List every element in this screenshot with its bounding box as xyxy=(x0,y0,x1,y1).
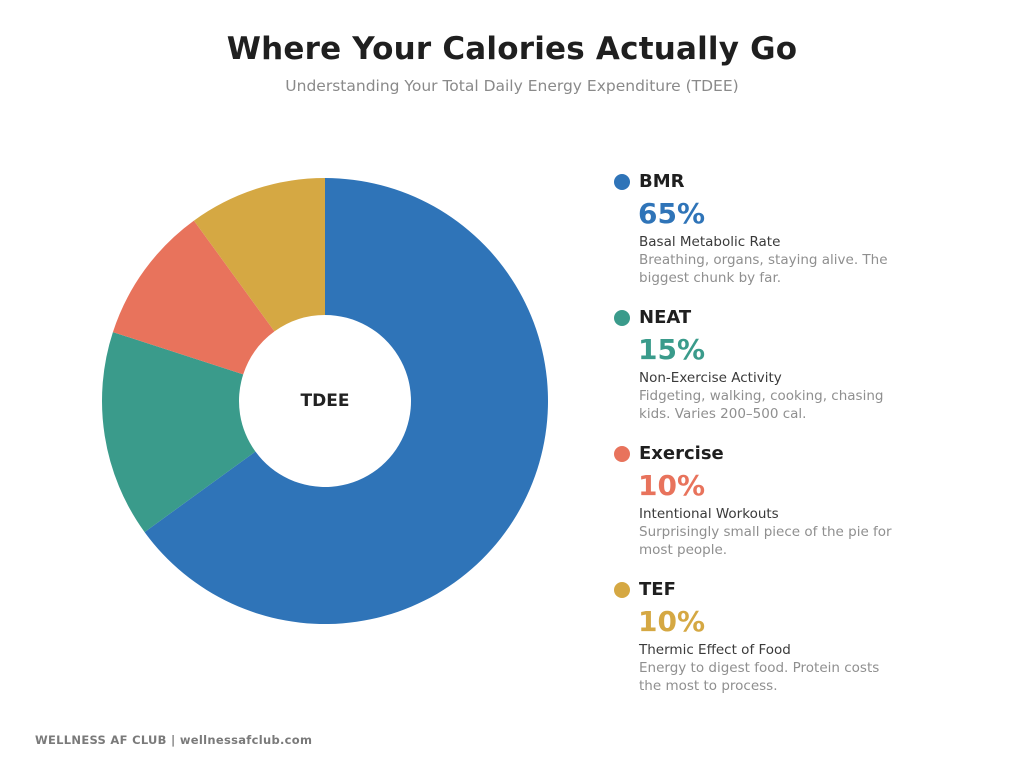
legend-item-exercise: Exercise 10% Intentional Workouts Surpri… xyxy=(614,442,914,578)
legend-name: Exercise xyxy=(639,443,724,464)
legend: BMR 65% Basal Metabolic Rate Breathing, … xyxy=(614,170,914,714)
legend-full-name: Non-Exercise Activity xyxy=(639,370,782,386)
donut-slice-bmr xyxy=(144,178,548,625)
donut-slice-tef xyxy=(193,178,325,332)
legend-dot-tef xyxy=(614,582,630,598)
center-label: TDEE xyxy=(301,391,350,411)
legend-full-name: Basal Metabolic Rate xyxy=(639,234,781,250)
legend-description: Energy to digest food. Protein costs the… xyxy=(639,660,880,694)
legend-dot-bmr xyxy=(614,174,630,190)
legend-percent: 65% xyxy=(638,197,706,230)
legend-full-name: Thermic Effect of Food xyxy=(639,642,791,658)
legend-percent: 10% xyxy=(638,469,706,502)
legend-item-neat: NEAT 15% Non-Exercise Activity Fidgeting… xyxy=(614,306,914,442)
legend-item-bmr: BMR 65% Basal Metabolic Rate Breathing, … xyxy=(614,170,914,306)
legend-percent: 15% xyxy=(638,333,706,366)
legend-description: Surprisingly small piece of the pie for … xyxy=(639,524,892,558)
legend-percent: 10% xyxy=(638,605,706,638)
legend-name: TEF xyxy=(639,579,676,600)
legend-full-name: Intentional Workouts xyxy=(639,506,779,522)
donut-slice-neat xyxy=(102,332,256,533)
legend-dot-neat xyxy=(614,310,630,326)
legend-dot-exercise xyxy=(614,446,630,462)
legend-description: Breathing, organs, staying alive. The bi… xyxy=(639,252,888,286)
legend-name: NEAT xyxy=(639,307,692,328)
footer-credit: WELLNESS AF CLUB | wellnessafclub.com xyxy=(35,733,313,747)
chart-subtitle: Understanding Your Total Daily Energy Ex… xyxy=(285,77,739,95)
chart-title: Where Your Calories Actually Go xyxy=(226,31,798,67)
legend-item-tef: TEF 10% Thermic Effect of Food Energy to… xyxy=(614,578,914,714)
donut-chart: TDEE xyxy=(102,178,548,625)
donut-slice-exercise xyxy=(112,220,275,375)
legend-name: BMR xyxy=(639,171,685,192)
legend-description: Fidgeting, walking, cooking, chasing kid… xyxy=(639,388,884,422)
donut-slices xyxy=(102,178,548,625)
